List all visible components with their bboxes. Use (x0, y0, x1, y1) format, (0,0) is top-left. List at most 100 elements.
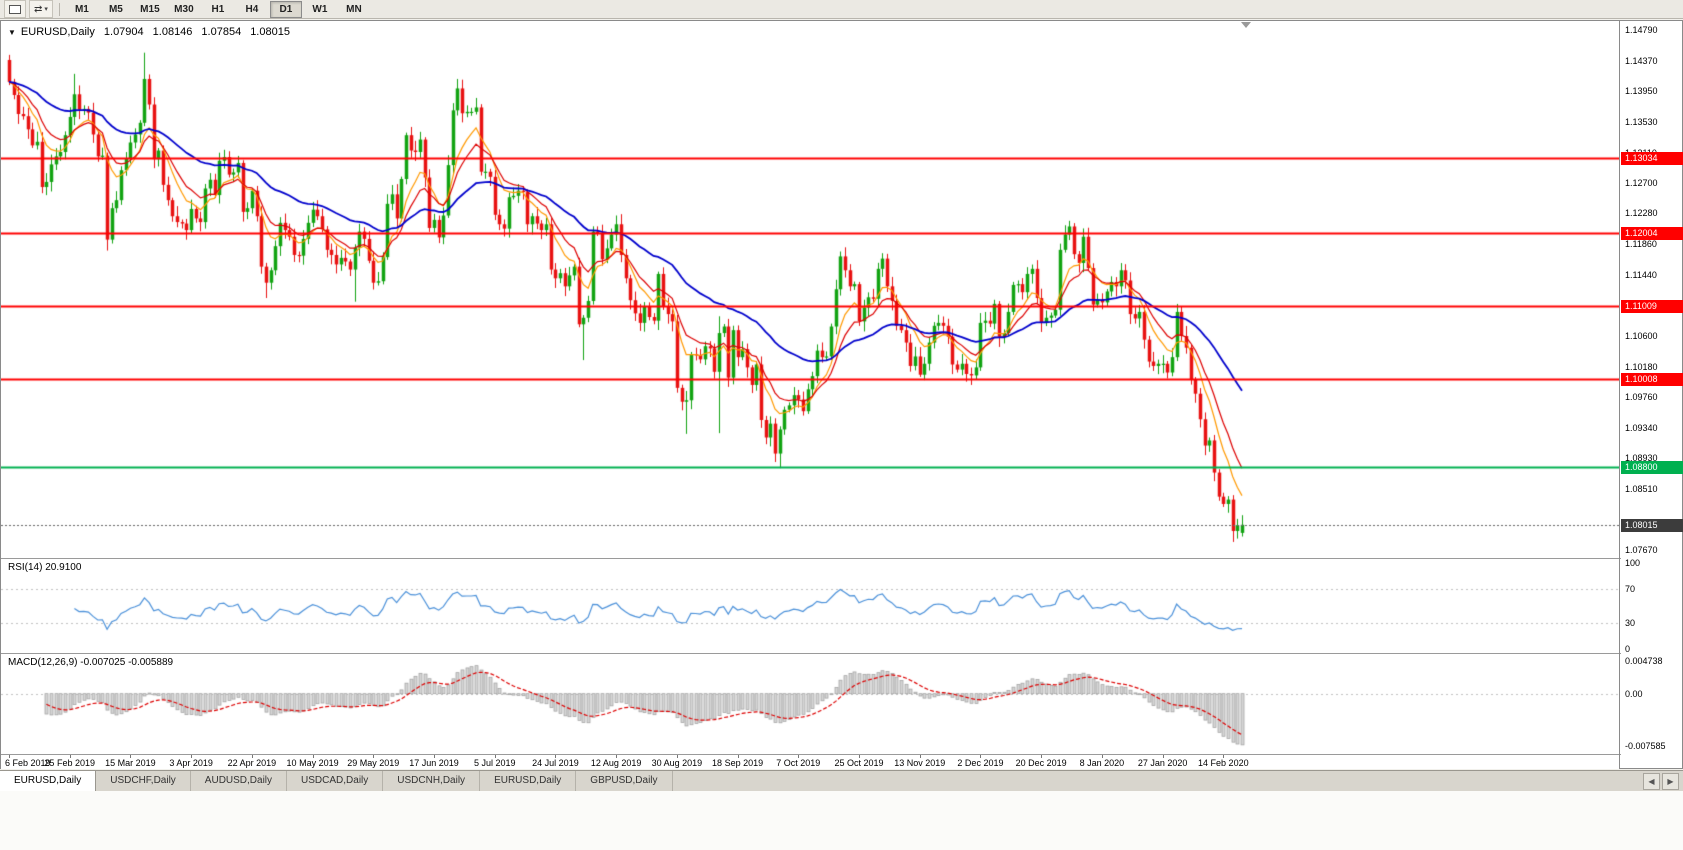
macd-indicator-canv[interactable] (1, 654, 1619, 754)
rsi-axis-tick: 30 (1625, 618, 1636, 629)
hline-price-badge: 1.10008 (1621, 373, 1683, 387)
price-scale[interactable]: 1.147901.143701.139501.135301.131101.127… (1621, 21, 1683, 768)
time-axis-tick (616, 755, 617, 758)
date-label: 20 Dec 2019 (1015, 758, 1067, 768)
chart-title: ▼ EURUSD,Daily 1.07904 1.08146 1.07854 1… (8, 26, 290, 38)
time-axis-tick (555, 755, 556, 758)
chart-tab-bar: EURUSD,Daily USDCHF,Daily AUDUSD,Daily USDC… (0, 770, 1683, 791)
timeframe-button-mn[interactable]: MN (346, 3, 362, 15)
rsi-axis-tick: 100 (1625, 558, 1641, 568)
period-dropdown-button[interactable]: ⇄ ▾ (29, 0, 53, 18)
time-axis-tick (252, 755, 253, 758)
chart-tab-2-audusd-daily[interactable]: AUDUSD,Daily (190, 771, 288, 791)
macd-label: MACD(12,26,9) -0.007025 -0.005889 (8, 657, 174, 668)
arrow-right-icon: ▶ (1667, 776, 1674, 786)
price-axis-tick: 1.09340 (1625, 423, 1658, 434)
toolbar-separator (58, 2, 60, 16)
main-chart-canvas[interactable] (1, 22, 1619, 558)
time-axis-tick (434, 755, 435, 758)
timeframe-button-w1[interactable]: W1 (312, 3, 328, 15)
price-axis-tick: 1.12280 (1625, 208, 1658, 219)
chart-menu-icon[interactable]: ▼ (8, 27, 16, 37)
time-axis-tick (191, 755, 192, 758)
date-label: 7 Oct 2019 (776, 758, 821, 768)
timeframe-button-m5[interactable]: M5 (108, 3, 123, 15)
chart-tab-6-gbpusd-daily[interactable]: GBPUSD,Daily (576, 771, 673, 791)
date-label: 3 Apr 2019 (169, 758, 213, 768)
time-axis-tick (677, 755, 678, 758)
chart-window: ▼ EURUSD,Daily 1.07904 1.08146 1.07854 1… (0, 20, 1683, 769)
date-label: 29 May 2019 (347, 758, 400, 768)
price-axis-tick: 1.11440 (1625, 269, 1657, 280)
date-label: 25 Oct 2019 (834, 758, 884, 768)
price-scale-separator (1619, 21, 1620, 768)
chart-tab-4-usdcnh-daily[interactable]: USDCNH,Daily (383, 771, 481, 791)
rsi-axis-tick: 70 (1625, 583, 1636, 594)
time-axis-tick (980, 755, 981, 758)
chart-symbol-label: EURUSD,Daily (20, 26, 95, 38)
rsi-axis-tick: 0 (1625, 644, 1631, 654)
hline-price-badge: 1.13034 (1621, 152, 1683, 166)
hline-price-badge: 1.08800 (1621, 461, 1683, 475)
timeframe-button-m15[interactable]: M15 (140, 3, 160, 15)
date-label: 12 Aug 2019 (590, 758, 642, 768)
date-label: 17 Jun 2019 (409, 758, 459, 768)
chart-tab-1-usdchf-daily[interactable]: USDCHF,Daily (96, 771, 191, 791)
pane-separator[interactable] (1, 754, 1682, 755)
date-label: 15 Mar 2019 (105, 758, 156, 768)
chart-tab-0-eurusd-daily[interactable]: EURUSD,Daily (0, 771, 97, 791)
date-label: 24 Jul 2019 (532, 758, 579, 768)
time-axis-tick (495, 755, 496, 758)
price-axis-tick: 1.14790 (1625, 25, 1658, 36)
price-axis-tick: 1.08510 (1625, 483, 1658, 494)
ohlc-low: 1.07854 (201, 26, 242, 38)
hline-price-badge: 1.11009 (1621, 300, 1683, 314)
price-axis-tick: 1.14370 (1625, 55, 1658, 66)
chart-tool-button[interactable] (4, 0, 26, 18)
price-axis-tick: 1.09760 (1625, 392, 1658, 403)
timeframe-button-d1[interactable]: D1 (269, 0, 302, 18)
date-label: 14 Feb 2020 (1198, 758, 1249, 768)
time-axis-tick (738, 755, 739, 758)
macd-axis-tick: -0.007585 (1625, 741, 1666, 751)
ohlc-open: 1.07904 (103, 26, 144, 38)
tab-scroll-left-button[interactable]: ◀ (1643, 772, 1660, 790)
time-axis-tick (1041, 755, 1042, 758)
tab-scroll-controls: ◀ ▶ (1643, 771, 1683, 791)
chart-tabs: EURUSD,Daily USDCHF,Daily AUDUSD,Daily USDC… (0, 771, 673, 791)
chart-shift-marker[interactable] (1241, 22, 1251, 28)
timeframe-button-h1[interactable]: H1 (211, 3, 225, 15)
date-label: 18 Sep 2019 (712, 758, 764, 768)
price-axis-tick: 1.10180 (1625, 361, 1658, 372)
date-label: 10 May 2019 (286, 758, 339, 768)
rsi-indicator-canvas[interactable] (1, 559, 1619, 653)
timeframe-button-h4[interactable]: H4 (245, 3, 259, 15)
pane-separator[interactable] (1, 558, 1682, 559)
date-label: 30 Aug 2019 (651, 758, 703, 768)
date-label: 6 Feb 2019 (5, 758, 51, 768)
chart-tab-5-eurusd-daily[interactable]: EURUSD,Daily (480, 771, 577, 791)
date-label: 13 Nov 2019 (894, 758, 946, 768)
timeframe-button-group: M1 M5 M15 M30 H1 H4 D1 W1 MN (66, 0, 370, 18)
date-label: 8 Jan 2020 (1079, 758, 1125, 768)
time-axis-tick (798, 755, 799, 758)
time-axis-tick (1223, 755, 1224, 758)
chevron-down-icon: ▾ (44, 6, 48, 13)
time-scale[interactable]: 6 Feb 2019 25 Feb 2019 15 Mar 2019 3 Apr 20… (1, 755, 1619, 769)
time-axis-tick (1102, 755, 1103, 758)
toolbar: ⇄ ▾ M1 M5 M15 M30 H1 H4 D1 W1 MN (0, 0, 1683, 19)
timeframe-button-m1[interactable]: M1 (74, 3, 89, 15)
time-axis-tick (313, 755, 314, 758)
ohlc-high: 1.08146 (152, 26, 193, 38)
swap-arrows-icon: ⇄ (34, 3, 43, 15)
price-axis-tick: 1.13530 (1625, 117, 1658, 128)
chart-tab-3-usdcad-daily[interactable]: USDCAD,Daily (287, 771, 384, 791)
time-axis-tick (9, 755, 10, 758)
price-axis-tick: 1.12700 (1625, 177, 1658, 188)
price-axis-tick: 1.10600 (1625, 331, 1658, 341)
pane-separator[interactable] (1, 653, 1682, 654)
price-axis-tick: 1.07670 (1625, 544, 1658, 555)
timeframe-button-m30[interactable]: M30 (174, 3, 194, 15)
tab-scroll-right-button[interactable]: ▶ (1662, 772, 1679, 790)
macd-axis-tick: 0.00 (1625, 688, 1643, 699)
